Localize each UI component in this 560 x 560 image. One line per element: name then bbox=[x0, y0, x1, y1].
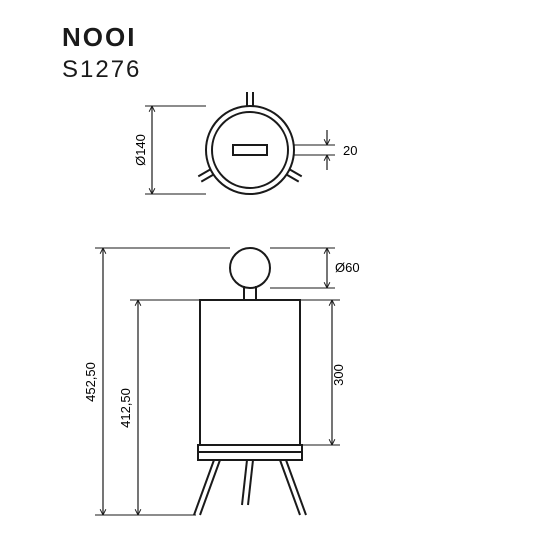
product-code: S1276 bbox=[62, 56, 141, 84]
dim-300: 300 bbox=[300, 300, 346, 445]
dim-412: 412,50 bbox=[95, 300, 200, 515]
dim-d60: Ø60 bbox=[270, 248, 360, 288]
dim-d140-label: Ø140 bbox=[133, 134, 148, 166]
product-title: NOOI bbox=[62, 22, 136, 53]
dim-20-label: 20 bbox=[343, 143, 357, 158]
dim-d60-label: Ø60 bbox=[335, 260, 360, 275]
dim-412-label: 412,50 bbox=[118, 388, 133, 428]
dim-452-label: 452,50 bbox=[83, 362, 98, 402]
top-view bbox=[198, 92, 301, 194]
dim-300-label: 300 bbox=[331, 364, 346, 386]
technical-drawing: Ø140 20 Ø60 bbox=[0, 0, 560, 560]
dim-d140: Ø140 bbox=[133, 106, 206, 194]
dim-20: 20 bbox=[294, 130, 357, 170]
